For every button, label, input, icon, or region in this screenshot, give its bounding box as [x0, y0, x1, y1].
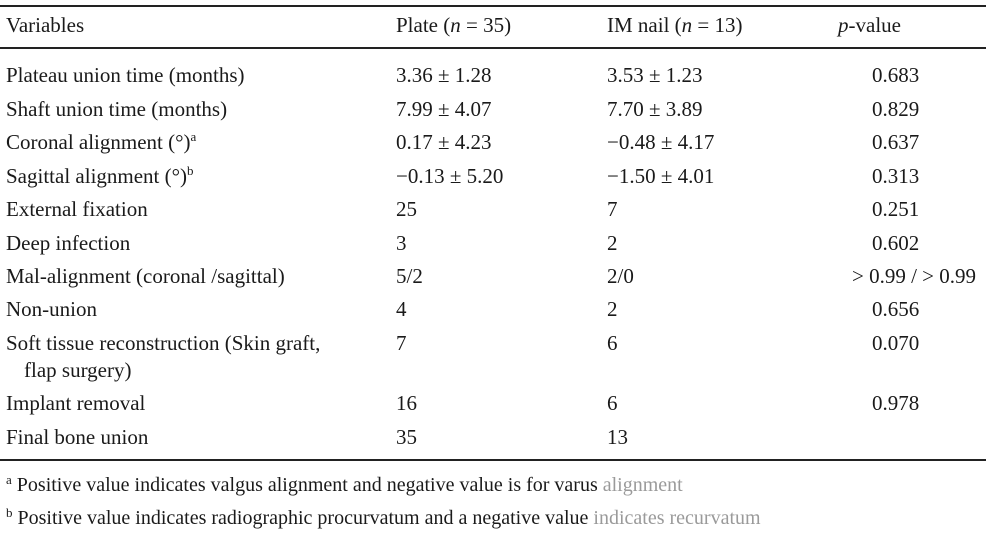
row-p-value: 0.602	[872, 231, 920, 255]
row-variable: Implant removal	[6, 391, 146, 415]
row-variable: Plateau union time (months)	[6, 63, 245, 87]
row-p-value: 0.978	[872, 391, 920, 415]
row-plate: 3.36 ± 1.28	[396, 63, 492, 87]
footnote-a: a Positive value indicates valgus alignm…	[6, 472, 683, 496]
row-plate: 7	[396, 331, 407, 355]
row-im-nail: −0.48 ± 4.17	[607, 130, 715, 154]
header-rule	[0, 47, 986, 49]
row-plate: 16	[396, 391, 417, 415]
row-variable: Soft tissue reconstruction (Skin graft,	[6, 331, 321, 355]
table-bottom-rule	[0, 459, 986, 461]
row-im-nail: 6	[607, 331, 618, 355]
row-im-nail: 2/0	[607, 264, 634, 288]
row-plate: 25	[396, 197, 417, 221]
row-p-value: 0.637	[872, 130, 920, 154]
row-variable: External fixation	[6, 197, 148, 221]
row-im-nail: 7	[607, 197, 618, 221]
row-variable: Mal-alignment (coronal /sagittal)	[6, 264, 285, 288]
footnote-mark-b: b	[187, 163, 194, 178]
row-im-nail: 13	[607, 425, 628, 449]
header-p-value: p-value	[838, 13, 901, 37]
row-variable: Shaft union time (months)	[6, 97, 228, 121]
row-variable: Deep infection	[6, 231, 131, 255]
row-variable-continued: flap surgery)	[24, 358, 132, 382]
row-p-value: 0.829	[872, 97, 920, 121]
footnote-b: b Positive value indicates radiographic …	[6, 505, 761, 529]
row-p-value: 0.656	[872, 297, 920, 321]
table-top-rule	[0, 5, 986, 7]
header-im-nail: IM nail (n = 13)	[607, 13, 743, 37]
row-p-value: > 0.99 / > 0.99	[852, 264, 977, 288]
row-plate: 5/2	[396, 264, 423, 288]
row-p-value: 0.070	[872, 331, 920, 355]
row-plate: 35	[396, 425, 417, 449]
row-plate: 3	[396, 231, 407, 255]
row-p-value: 0.313	[872, 164, 920, 188]
row-plate: 4	[396, 297, 407, 321]
row-im-nail: 6	[607, 391, 618, 415]
row-im-nail: 2	[607, 231, 618, 255]
row-plate: 7.99 ± 4.07	[396, 97, 492, 121]
row-p-value: 0.683	[872, 63, 920, 87]
header-plate: Plate (n = 35)	[396, 13, 512, 37]
row-variable: Sagittal alignment (°)b	[6, 163, 194, 188]
row-im-nail: 7.70 ± 3.89	[607, 97, 703, 121]
footnote-mark-a: a	[190, 129, 197, 144]
row-plate: −0.13 ± 5.20	[396, 164, 504, 188]
row-variable: Non-union	[6, 297, 97, 321]
header-variables: Variables	[6, 13, 85, 37]
row-variable: Final bone union	[6, 425, 149, 449]
row-p-value: 0.251	[872, 197, 920, 221]
row-variable: Coronal alignment (°)a	[6, 129, 197, 154]
row-im-nail: 3.53 ± 1.23	[607, 63, 703, 87]
row-im-nail: 2	[607, 297, 618, 321]
row-im-nail: −1.50 ± 4.01	[607, 164, 715, 188]
row-plate: 0.17 ± 4.23	[396, 130, 492, 154]
